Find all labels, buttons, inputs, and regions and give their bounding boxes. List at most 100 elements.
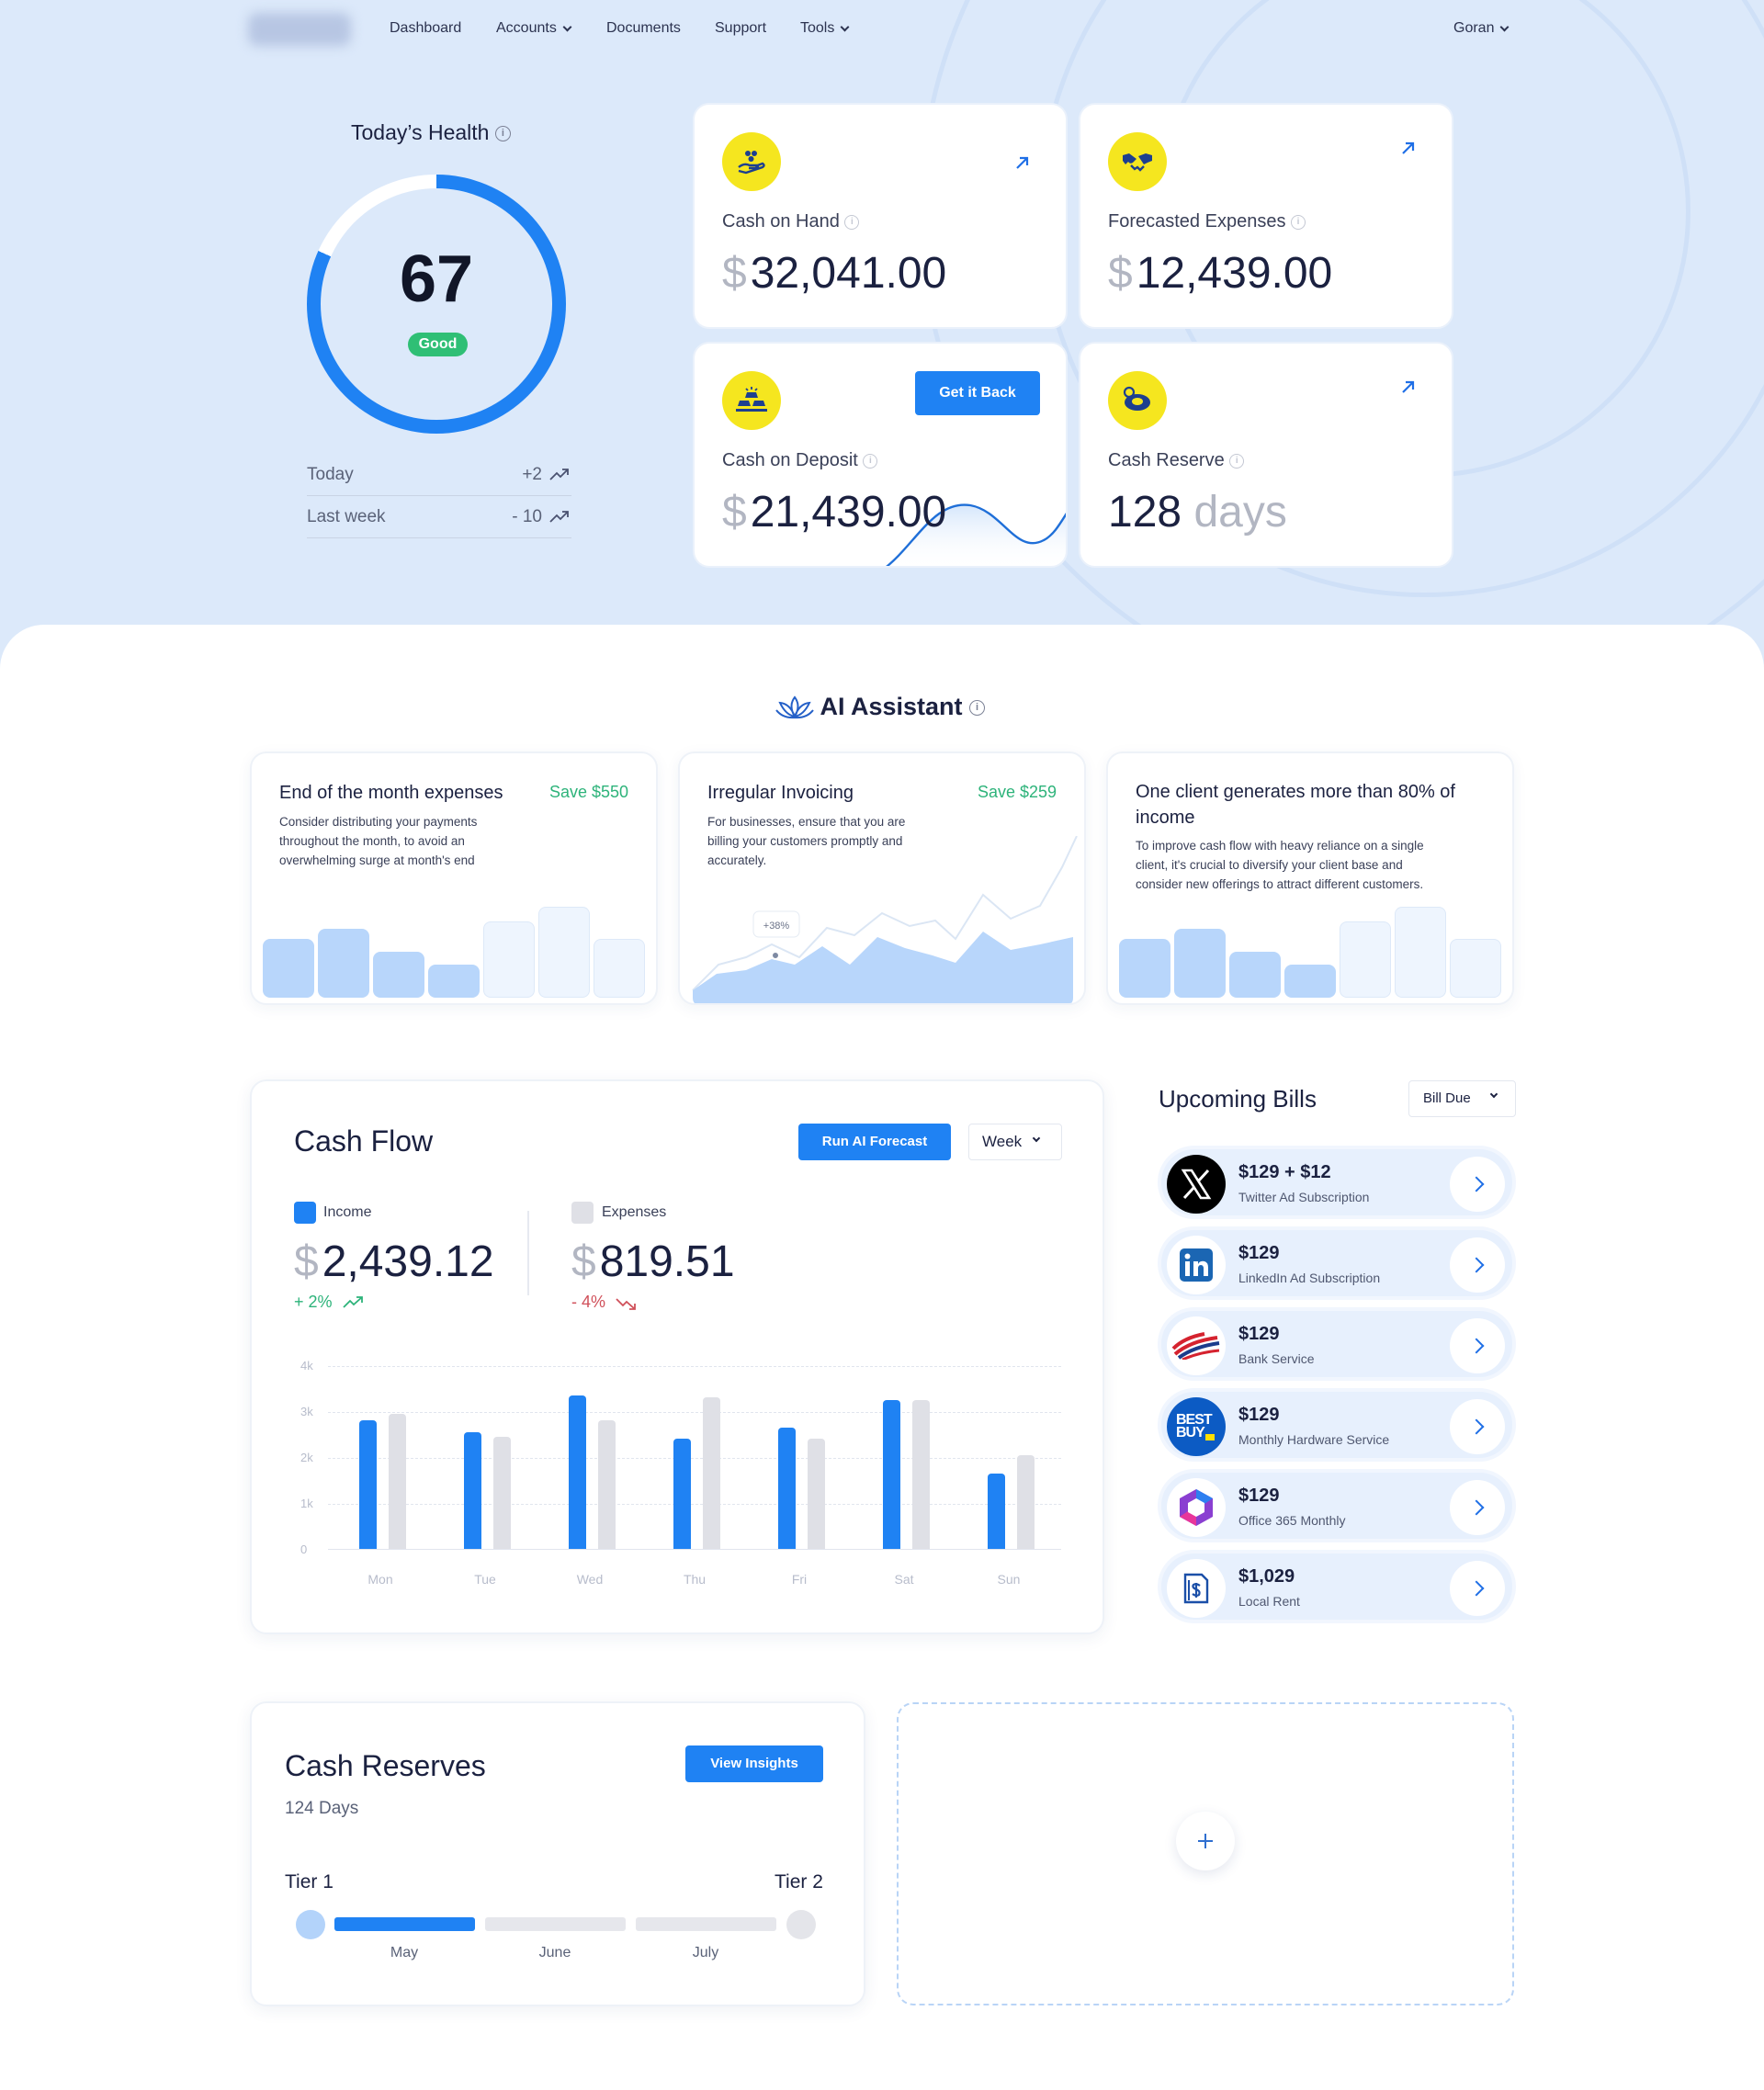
ai-card-client-concentration[interactable]: One client generates more than 80% of in…: [1106, 751, 1514, 1005]
decorative-bar: [373, 952, 424, 998]
bar-expenses-mon[interactable]: [389, 1413, 406, 1549]
bill-item-bank[interactable]: $129 Bank Service: [1158, 1307, 1516, 1381]
chevron-right-icon[interactable]: [1450, 1237, 1505, 1293]
bar-expenses-sun[interactable]: [1017, 1454, 1035, 1549]
hero-section: [0, 0, 1764, 680]
get-it-back-button[interactable]: Get it Back: [915, 371, 1040, 415]
chevron-right-icon[interactable]: [1450, 1399, 1505, 1454]
chevron-down-icon: [1032, 1134, 1041, 1143]
cash-on-hand-card[interactable]: Cash on Hand i $32,041.00: [693, 103, 1068, 329]
health-row-label: Today: [307, 465, 354, 484]
bar-income-sun[interactable]: [988, 1473, 1005, 1549]
bill-description: Bank Service: [1238, 1351, 1315, 1366]
decorative-bar: [263, 939, 314, 998]
ai-card-title-line: One client generates more than 80% of: [1136, 782, 1455, 802]
info-icon[interactable]: i: [494, 126, 511, 142]
run-ai-forecast-button[interactable]: Run AI Forecast: [798, 1124, 951, 1160]
cash-reserve-unit: days: [1193, 488, 1287, 537]
user-name: Goran: [1453, 20, 1495, 36]
bar-income-tue[interactable]: [464, 1431, 481, 1549]
chevron-right-icon[interactable]: [1450, 1318, 1505, 1373]
arrow-up-right-icon[interactable]: [1012, 153, 1033, 173]
view-insights-button[interactable]: View Insights: [685, 1745, 823, 1782]
trend-down-icon: [616, 1298, 636, 1310]
info-icon[interactable]: i: [844, 214, 860, 230]
arrow-up-right-icon[interactable]: [1398, 377, 1419, 397]
brand-logo[interactable]: [248, 13, 351, 46]
gold-bars-icon: [722, 371, 781, 430]
cash-reserves-days: 124 Days: [285, 1799, 359, 1818]
bar-income-fri[interactable]: [778, 1427, 796, 1549]
ai-card-desc-line: throughout the month, to avoid an: [279, 834, 465, 848]
bill-due-filter[interactable]: Bill Due: [1408, 1080, 1516, 1117]
period-select[interactable]: Week: [968, 1124, 1062, 1160]
bill-description: Twitter Ad Subscription: [1238, 1190, 1370, 1204]
health-score: 67: [399, 243, 474, 316]
bill-description: Monthly Hardware Service: [1238, 1432, 1390, 1447]
add-widget-slot[interactable]: [897, 1702, 1514, 2005]
ai-card-month-expenses[interactable]: End of the month expenses Save $550 Cons…: [250, 751, 658, 1005]
nav-tools[interactable]: Tools: [800, 20, 850, 37]
ai-card-title: Irregular Invoicing: [707, 783, 854, 803]
info-icon[interactable]: i: [863, 453, 878, 469]
bill-item-twitter[interactable]: $129 + $12 Twitter Ad Subscription: [1158, 1146, 1516, 1219]
nav-dashboard[interactable]: Dashboard: [390, 20, 461, 37]
bar-expenses-fri[interactable]: [808, 1439, 825, 1549]
cash-on-deposit-label-text: Cash on Deposit: [722, 450, 858, 470]
chevron-down-icon: [562, 22, 572, 31]
nav-documents[interactable]: Documents: [606, 20, 681, 37]
period-select-value: Week: [982, 1133, 1023, 1150]
cash-reserve-label: Cash Reserve i: [1108, 450, 1245, 471]
cash-reserve-card[interactable]: Cash Reserve i 128 days: [1079, 342, 1453, 568]
bar-income-thu[interactable]: [673, 1439, 691, 1549]
deposit-trend-line: [885, 503, 1066, 566]
ai-assistant-title: AI Assistant: [820, 693, 963, 720]
bar-expenses-sat[interactable]: [912, 1399, 930, 1549]
ai-card-save-badge: Save $259: [978, 783, 1057, 801]
info-icon[interactable]: i: [969, 700, 986, 717]
cash-on-deposit-card[interactable]: Get it Back Cash on Deposit i $21,439.00: [693, 342, 1068, 568]
chevron-down-icon: [840, 22, 850, 31]
arrow-up-right-icon[interactable]: [1398, 138, 1419, 158]
chevron-right-icon[interactable]: [1450, 1157, 1505, 1212]
ai-card-desc-line: consider new offerings to attract differ…: [1136, 877, 1424, 891]
chevron-right-icon[interactable]: [1450, 1480, 1505, 1535]
nav-accounts[interactable]: Accounts: [496, 20, 572, 37]
decorative-bar: [538, 907, 590, 998]
forecasted-expenses-card[interactable]: Forecasted Expenses i $12,439.00: [1079, 103, 1453, 329]
bar-expenses-thu[interactable]: [703, 1397, 720, 1549]
ai-card-desc-line: client, it's crucial to diversify your c…: [1136, 858, 1403, 872]
bar-income-sat[interactable]: [883, 1399, 900, 1549]
bar-income-wed[interactable]: [569, 1395, 586, 1549]
user-menu[interactable]: Goran: [1453, 20, 1510, 37]
bill-item-linkedin[interactable]: $129 LinkedIn Ad Subscription: [1158, 1226, 1516, 1300]
chevron-right-icon[interactable]: [1450, 1561, 1505, 1616]
nav-documents-label: Documents: [606, 20, 681, 36]
x-tick-label: Sat: [894, 1572, 914, 1587]
bill-item-best-buy[interactable]: BEST BUY $129 Monthly Hardware Service: [1158, 1388, 1516, 1462]
nav-support[interactable]: Support: [715, 20, 766, 37]
health-title-text: Today’s Health: [351, 120, 490, 144]
chart-gridline: [328, 1366, 1061, 1367]
bill-item-office-365[interactable]: $129 Office 365 Monthly: [1158, 1469, 1516, 1542]
bar-income-mon[interactable]: [359, 1420, 377, 1549]
tier-end-label: Tier 2: [775, 1871, 823, 1892]
decorative-bar: [594, 939, 645, 998]
lotus-icon: [775, 695, 814, 719]
ai-card-description: For businesses, ensure that you are bill…: [707, 812, 905, 870]
plus-icon: [1198, 1834, 1213, 1848]
cash-flow-panel: [250, 1079, 1104, 1634]
cash-on-deposit-amount: 21,439.00: [750, 488, 947, 537]
health-title: Today’s Health i: [351, 120, 511, 145]
health-status-badge: Good: [408, 333, 468, 356]
ai-card-irregular-invoicing[interactable]: Irregular Invoicing Save $259 For busine…: [678, 751, 1086, 1005]
bill-amount: $129: [1238, 1486, 1280, 1506]
bar-expenses-tue[interactable]: [493, 1436, 511, 1549]
info-icon[interactable]: i: [1291, 214, 1306, 230]
bar-expenses-wed[interactable]: [598, 1420, 616, 1549]
info-icon[interactable]: i: [1229, 453, 1245, 469]
bill-item-local-rent[interactable]: $1,029 Local Rent: [1158, 1550, 1516, 1623]
income-legend-swatch: [294, 1202, 316, 1224]
upcoming-bills-title: Upcoming Bills: [1159, 1085, 1317, 1113]
add-widget-button[interactable]: [1176, 1812, 1235, 1870]
